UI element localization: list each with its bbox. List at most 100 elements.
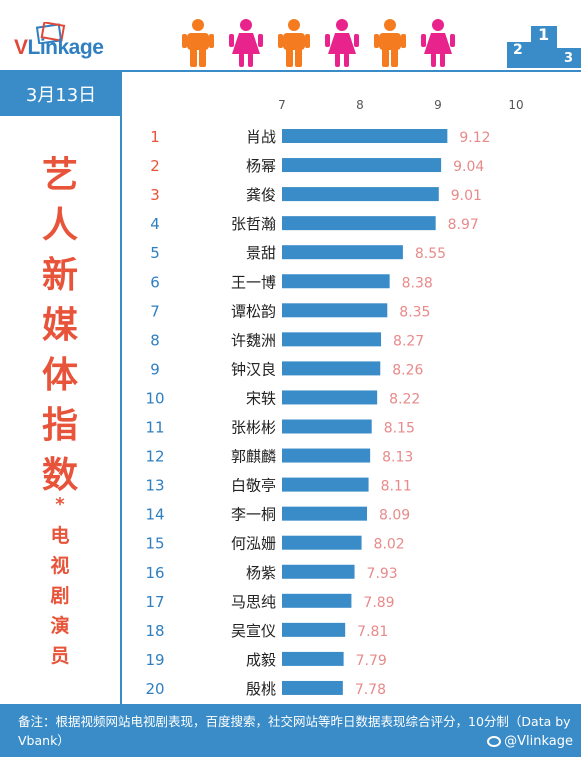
weibo-handle-text: @Vlinkage	[504, 734, 573, 749]
male-person-icon	[182, 19, 214, 67]
actor-name: 张哲瀚	[231, 215, 276, 233]
score-bar	[282, 506, 368, 521]
score-bar	[282, 564, 355, 579]
female-person-icon	[229, 19, 263, 67]
subtitle-char: 演	[50, 615, 70, 637]
title-panel: 艺 人 新 媒 体 指 数 * 电 视 剧 演 员	[0, 116, 122, 704]
female-person-icon	[325, 19, 359, 67]
value-label: 9.01	[451, 188, 482, 204]
rank-number: 14	[145, 506, 164, 524]
rank-number: 17	[145, 593, 164, 611]
score-bar	[282, 651, 344, 666]
score-bar	[282, 361, 381, 376]
score-bar	[282, 477, 369, 492]
value-label: 8.11	[381, 479, 412, 495]
actor-name: 王一博	[231, 273, 276, 291]
score-bar	[282, 680, 343, 695]
value-label: 8.38	[402, 275, 433, 291]
rank-number: 19	[145, 651, 164, 669]
male-person-icon	[374, 19, 406, 67]
rank-number: 12	[145, 448, 164, 466]
subtitle-char: 员	[50, 645, 70, 667]
podium-digit-1: 1	[538, 25, 549, 44]
score-bar	[282, 245, 403, 260]
weibo-handle: @Vlinkage	[487, 734, 573, 749]
header-rule	[0, 70, 581, 72]
value-label: 7.79	[356, 653, 387, 669]
value-label: 8.97	[448, 217, 479, 233]
actor-name: 钟汉良	[231, 360, 276, 378]
rank-number: 5	[150, 244, 160, 262]
subtitle-char: 视	[50, 555, 70, 577]
rank-number: 1	[150, 128, 160, 146]
brand-v: V	[14, 36, 28, 59]
rank-number: 8	[150, 331, 160, 349]
actor-name: 何泓姗	[231, 535, 276, 553]
score-bar	[282, 216, 436, 231]
actor-name: 李一桐	[231, 506, 276, 524]
ranking-bar-chart: 7 8 9 10 1 肖战 9.12 2 杨幂 9.04 3 龚俊 9.01 4 张哲瀚 8.97 5 景甜 8.5…	[145, 98, 523, 698]
rank-number: 2	[150, 157, 160, 175]
podium-digit-2: 2	[513, 42, 523, 58]
date-label: 3月13日	[25, 85, 97, 106]
title-char: 体	[41, 355, 78, 396]
score-bar	[282, 593, 352, 608]
date-box: 3月13日	[0, 72, 122, 116]
score-bar	[282, 622, 346, 637]
score-bar	[282, 158, 442, 173]
actor-name: 吴宣仪	[231, 622, 276, 640]
title-char: 艺	[41, 155, 78, 196]
rank-number: 13	[145, 477, 164, 495]
score-bar	[282, 187, 439, 202]
rank-number: 4	[150, 215, 160, 233]
value-label: 7.93	[367, 566, 398, 582]
logo-mark-icon	[36, 22, 66, 44]
brand-rest: Linkage	[27, 36, 104, 59]
footer: 备注：根据视频网站电视剧表现，百度搜索，社交网站等昨日数据表现综合评分，10分制…	[0, 704, 581, 757]
value-label: 8.09	[379, 508, 410, 524]
rank-number: 20	[145, 680, 164, 698]
title-char: 人	[41, 205, 78, 246]
actor-name: 杨幂	[246, 157, 276, 175]
actor-name: 景甜	[246, 244, 276, 262]
score-bar	[282, 448, 371, 463]
score-bar	[282, 535, 362, 550]
rank-number: 7	[150, 302, 160, 320]
footer-note: 备注：根据视频网站电视剧表现，百度搜索，社交网站等昨日数据表现综合评分，10分制…	[18, 714, 571, 748]
title-star: *	[55, 494, 65, 515]
subtitle-char: 电	[50, 525, 70, 547]
value-label: 9.12	[459, 130, 490, 146]
title-char: 新	[41, 255, 78, 296]
value-label: 8.26	[392, 362, 423, 378]
value-label: 8.35	[399, 304, 430, 320]
score-bar	[282, 332, 382, 347]
podium-icon: 2 1 3	[507, 25, 581, 68]
vlinkage-logo: VLinkage	[14, 22, 134, 62]
value-label: 8.13	[382, 450, 413, 466]
actor-name: 宋轶	[246, 389, 276, 407]
actor-name: 白敬亭	[231, 477, 276, 495]
x-tick-label: 8	[356, 98, 364, 112]
actor-name: 郭麒麟	[231, 448, 276, 466]
x-tick-label: 10	[508, 98, 523, 112]
actor-name: 许魏洲	[231, 331, 276, 349]
value-label: 8.15	[384, 421, 415, 437]
score-bar	[282, 419, 372, 434]
rank-number: 16	[145, 564, 164, 582]
title-char: 媒	[41, 305, 78, 346]
actor-name: 肖战	[246, 128, 276, 146]
actor-name: 张彬彬	[231, 419, 276, 437]
score-bar	[282, 129, 448, 143]
rank-number: 3	[150, 186, 160, 204]
actor-name: 殷桃	[246, 680, 276, 698]
x-tick-label: 7	[278, 98, 286, 112]
actor-name: 谭松韵	[231, 302, 276, 320]
actor-name: 龚俊	[246, 186, 276, 204]
value-label: 7.81	[357, 624, 388, 640]
value-label: 7.89	[363, 595, 394, 611]
male-person-icon	[278, 19, 310, 67]
rank-number: 15	[145, 535, 164, 553]
title-char: 指	[41, 405, 78, 446]
podium-digit-3: 3	[564, 51, 573, 66]
score-bar	[282, 303, 388, 318]
